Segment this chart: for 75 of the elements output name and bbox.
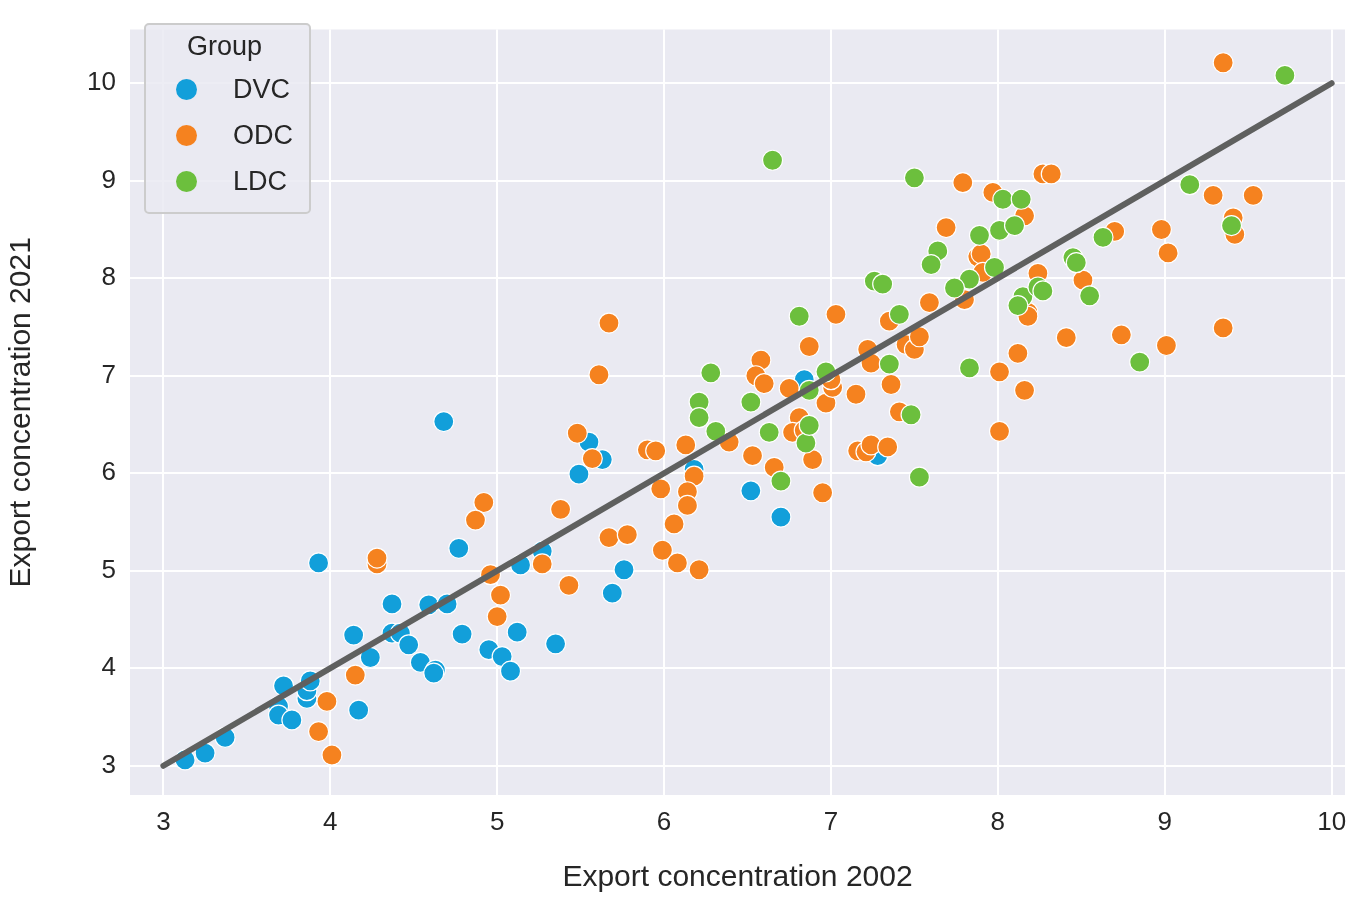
- point: [700, 362, 722, 384]
- point: [448, 537, 470, 559]
- y-axis-title: Export concentration 2021: [3, 237, 37, 588]
- point: [491, 645, 513, 668]
- y-tick-label: 7: [101, 358, 116, 389]
- point: [888, 303, 910, 325]
- point: [343, 624, 365, 646]
- point: [795, 432, 817, 454]
- x-axis-title: Export concentration 2002: [562, 859, 913, 893]
- point: [1079, 285, 1101, 307]
- point: [770, 470, 792, 492]
- y-tick-label: 3: [101, 748, 116, 779]
- x-tick-label: 8: [990, 805, 1006, 836]
- point: [194, 742, 216, 764]
- point: [281, 709, 303, 731]
- point: [433, 410, 455, 433]
- point: [761, 149, 784, 171]
- point: [348, 699, 370, 721]
- point: [1092, 226, 1114, 248]
- point: [1129, 351, 1151, 373]
- legend-label: LDC: [233, 165, 288, 197]
- x-tick-label: 7: [823, 805, 839, 836]
- point: [499, 660, 522, 682]
- point: [903, 167, 926, 189]
- point: [920, 253, 942, 276]
- point: [740, 480, 762, 502]
- point: [958, 357, 981, 379]
- point: [381, 593, 403, 615]
- point: [451, 623, 473, 645]
- x-tick-label: 10: [1317, 805, 1347, 836]
- point: [878, 353, 900, 375]
- y-tick-label: 9: [101, 163, 116, 194]
- x-tick-label: 4: [323, 805, 338, 836]
- point: [359, 646, 381, 669]
- y-tick-label: 8: [101, 261, 116, 292]
- point: [506, 621, 528, 643]
- point: [1274, 64, 1296, 87]
- point: [1010, 188, 1032, 210]
- point: [613, 559, 635, 581]
- y-tick-label: 4: [101, 651, 116, 682]
- point: [1032, 280, 1054, 302]
- point: [798, 414, 820, 437]
- y-tick-label: 6: [101, 456, 116, 487]
- point: [758, 421, 780, 443]
- point: [1179, 174, 1201, 196]
- x-tick-label: 6: [656, 805, 672, 836]
- point: [601, 582, 623, 604]
- x-tick-label: 5: [489, 805, 505, 836]
- point: [968, 224, 991, 246]
- y-tick-label: 5: [101, 553, 116, 584]
- y-tick-label: 10: [87, 66, 116, 97]
- point: [740, 391, 762, 413]
- legend-label: DVC: [233, 73, 291, 105]
- point: [992, 188, 1014, 210]
- point: [958, 268, 981, 290]
- point: [307, 552, 330, 574]
- point: [900, 404, 922, 426]
- point: [398, 634, 420, 656]
- point: [568, 463, 590, 485]
- point: [770, 506, 792, 528]
- point: [788, 305, 810, 327]
- point: [1220, 214, 1243, 237]
- point: [1007, 294, 1029, 317]
- point: [943, 277, 966, 299]
- point: [872, 273, 894, 295]
- point: [983, 256, 1006, 279]
- legend-label: ODC: [233, 119, 293, 151]
- x-tick-label: 9: [1157, 805, 1172, 836]
- point: [908, 466, 931, 488]
- point: [688, 407, 710, 429]
- x-tick-label: 3: [156, 805, 171, 836]
- point: [1065, 252, 1087, 274]
- point: [544, 633, 567, 655]
- point: [1003, 214, 1026, 237]
- legend-title: Group: [185, 31, 263, 62]
